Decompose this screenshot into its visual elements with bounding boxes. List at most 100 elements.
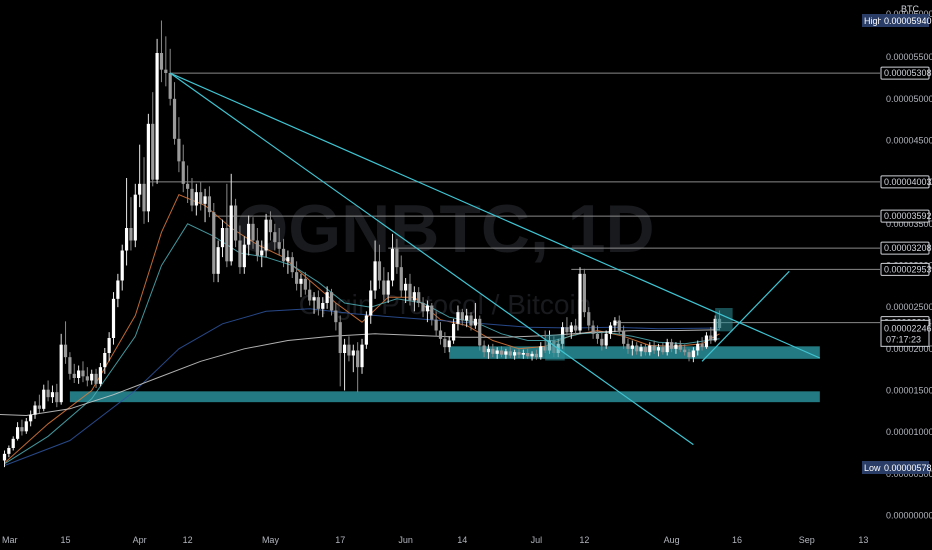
last-price-tag[interactable] xyxy=(880,319,930,347)
candle[interactable] xyxy=(277,228,281,256)
candle[interactable] xyxy=(478,315,482,351)
candle[interactable] xyxy=(665,338,669,356)
candle[interactable] xyxy=(281,238,286,268)
candle[interactable] xyxy=(59,333,63,405)
candle[interactable] xyxy=(164,36,168,87)
candle[interactable] xyxy=(700,337,704,351)
candle[interactable] xyxy=(491,343,495,358)
candle[interactable] xyxy=(295,261,299,291)
candle[interactable] xyxy=(395,238,399,274)
candle[interactable] xyxy=(142,157,146,224)
candle[interactable] xyxy=(417,287,421,308)
candle[interactable] xyxy=(303,272,307,295)
candle[interactable] xyxy=(499,346,504,358)
candle[interactable] xyxy=(155,38,159,184)
candle[interactable] xyxy=(469,312,473,331)
candle[interactable] xyxy=(678,340,682,353)
candle[interactable] xyxy=(186,165,190,204)
candle[interactable] xyxy=(159,20,164,83)
candle[interactable] xyxy=(351,344,355,373)
candle[interactable] xyxy=(443,332,447,353)
candle[interactable] xyxy=(608,322,613,339)
level-price-tag[interactable] xyxy=(880,241,930,255)
candle[interactable] xyxy=(377,244,382,289)
candle[interactable] xyxy=(312,292,316,314)
candle[interactable] xyxy=(408,273,412,306)
candle[interactable] xyxy=(338,315,342,387)
candle[interactable] xyxy=(369,280,373,324)
candle[interactable] xyxy=(94,368,98,388)
candle[interactable] xyxy=(20,419,24,436)
candle[interactable] xyxy=(674,342,678,354)
candle[interactable] xyxy=(107,332,111,362)
candle[interactable] xyxy=(81,361,85,383)
candle[interactable] xyxy=(530,351,534,361)
candle[interactable] xyxy=(508,347,512,358)
candle[interactable] xyxy=(447,336,451,353)
candle[interactable] xyxy=(220,219,225,258)
candle[interactable] xyxy=(216,240,220,283)
candle[interactable] xyxy=(635,342,639,355)
candle[interactable] xyxy=(90,369,94,385)
candle[interactable] xyxy=(111,292,116,345)
level-price-tag[interactable] xyxy=(880,209,930,223)
candle[interactable] xyxy=(264,213,268,258)
candle[interactable] xyxy=(290,252,294,278)
candle[interactable] xyxy=(251,217,255,249)
candle[interactable] xyxy=(247,215,251,256)
candle[interactable] xyxy=(2,450,7,468)
candle[interactable] xyxy=(329,288,334,316)
trend-line[interactable] xyxy=(169,72,694,446)
candle[interactable] xyxy=(103,348,107,374)
candle[interactable] xyxy=(55,383,59,408)
candle[interactable] xyxy=(648,342,652,356)
candle[interactable] xyxy=(168,48,172,106)
candle[interactable] xyxy=(587,307,591,331)
candle[interactable] xyxy=(656,343,661,357)
trend-line[interactable] xyxy=(701,270,790,362)
candle[interactable] xyxy=(260,240,264,268)
candle[interactable] xyxy=(72,363,76,383)
candle[interactable] xyxy=(425,300,430,323)
trend-line[interactable] xyxy=(169,72,821,359)
support-zone[interactable] xyxy=(69,391,820,403)
candle[interactable] xyxy=(613,317,617,333)
highlight-box[interactable] xyxy=(545,334,565,361)
candle[interactable] xyxy=(421,297,425,318)
candle[interactable] xyxy=(7,445,11,458)
candle[interactable] xyxy=(404,278,408,303)
candle[interactable] xyxy=(504,348,508,359)
candle[interactable] xyxy=(151,92,155,187)
highlight-box[interactable] xyxy=(715,308,733,332)
candle[interactable] xyxy=(233,198,238,248)
candle[interactable] xyxy=(116,273,120,308)
candle[interactable] xyxy=(286,250,290,274)
candle[interactable] xyxy=(334,303,338,331)
candle[interactable] xyxy=(412,286,416,312)
candle[interactable] xyxy=(11,436,15,451)
candle[interactable] xyxy=(373,240,377,299)
candle[interactable] xyxy=(691,347,695,363)
candle[interactable] xyxy=(321,297,325,318)
candle[interactable] xyxy=(203,188,207,223)
level-price-tag[interactable] xyxy=(880,66,930,80)
candle[interactable] xyxy=(207,186,212,218)
candle[interactable] xyxy=(133,183,137,248)
candle[interactable] xyxy=(129,197,133,251)
candle[interactable] xyxy=(229,173,233,266)
candle[interactable] xyxy=(534,349,539,360)
candle[interactable] xyxy=(521,349,525,359)
candle[interactable] xyxy=(177,117,181,173)
candle[interactable] xyxy=(356,342,360,393)
candle[interactable] xyxy=(630,340,634,356)
candle[interactable] xyxy=(683,344,687,356)
candle[interactable] xyxy=(517,348,521,358)
candle[interactable] xyxy=(639,343,643,357)
candle[interactable] xyxy=(626,338,630,354)
candle[interactable] xyxy=(451,318,456,344)
candle[interactable] xyxy=(120,244,124,291)
candle[interactable] xyxy=(273,223,277,251)
candle[interactable] xyxy=(399,255,403,298)
candle[interactable] xyxy=(486,344,491,359)
candle[interactable] xyxy=(438,322,443,345)
